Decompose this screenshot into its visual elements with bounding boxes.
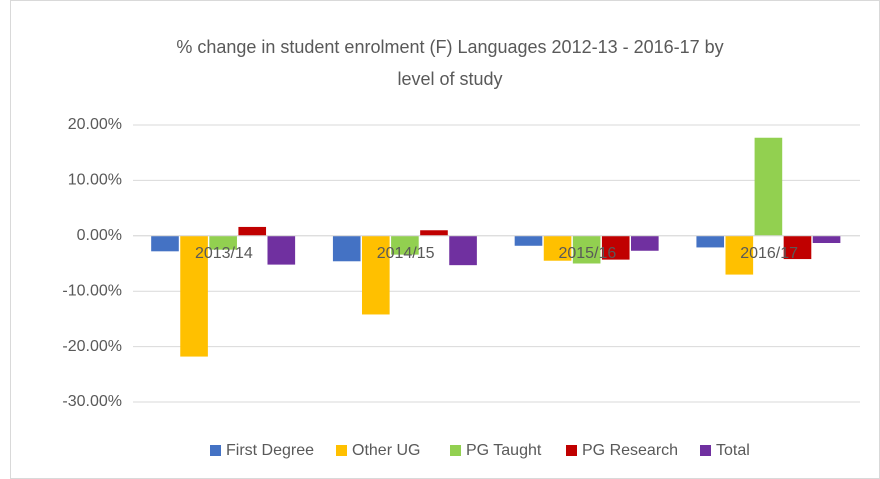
y-tick-label: 0.00% bbox=[77, 227, 122, 244]
bar bbox=[812, 235, 841, 244]
bar bbox=[514, 235, 543, 246]
y-tick-label: -10.00% bbox=[62, 282, 122, 299]
bar bbox=[267, 235, 296, 265]
legend-swatch bbox=[450, 445, 461, 456]
bar bbox=[630, 235, 659, 251]
y-tick-label: -20.00% bbox=[62, 338, 122, 355]
legend-label: Total bbox=[716, 442, 750, 459]
bar bbox=[391, 235, 419, 255]
legend-label: PG Taught bbox=[466, 442, 542, 459]
x-tick-label: 2016/17 bbox=[740, 245, 798, 262]
bar bbox=[725, 235, 754, 275]
legend-label: Other UG bbox=[352, 442, 420, 459]
bar bbox=[572, 235, 601, 264]
x-tick-label: 2013/14 bbox=[195, 245, 253, 262]
bar bbox=[754, 137, 783, 236]
bar bbox=[696, 235, 725, 248]
bar bbox=[420, 230, 448, 236]
chart-title: level of study bbox=[397, 69, 502, 89]
chart-title: % change in student enrolment (F) Langua… bbox=[176, 37, 723, 57]
legend-label: PG Research bbox=[582, 442, 678, 459]
bar bbox=[151, 235, 179, 252]
legend-swatch bbox=[336, 445, 347, 456]
bar bbox=[783, 235, 812, 260]
bar bbox=[449, 235, 477, 266]
legend-swatch bbox=[210, 445, 221, 456]
legend-label: First Degree bbox=[226, 442, 314, 459]
bar bbox=[543, 235, 572, 261]
x-tick-label: 2015/16 bbox=[558, 245, 616, 262]
bar bbox=[180, 235, 208, 357]
bar bbox=[362, 235, 390, 315]
legend-swatch bbox=[566, 445, 577, 456]
x-tick-label: 2014/15 bbox=[377, 245, 435, 262]
bar bbox=[332, 235, 361, 262]
y-tick-label: 20.00% bbox=[68, 116, 122, 133]
y-tick-label: -30.00% bbox=[62, 393, 122, 410]
legend-swatch bbox=[700, 445, 711, 456]
bar bbox=[209, 235, 237, 250]
bar bbox=[601, 235, 630, 260]
bar bbox=[238, 226, 267, 236]
y-tick-label: 10.00% bbox=[68, 172, 122, 189]
